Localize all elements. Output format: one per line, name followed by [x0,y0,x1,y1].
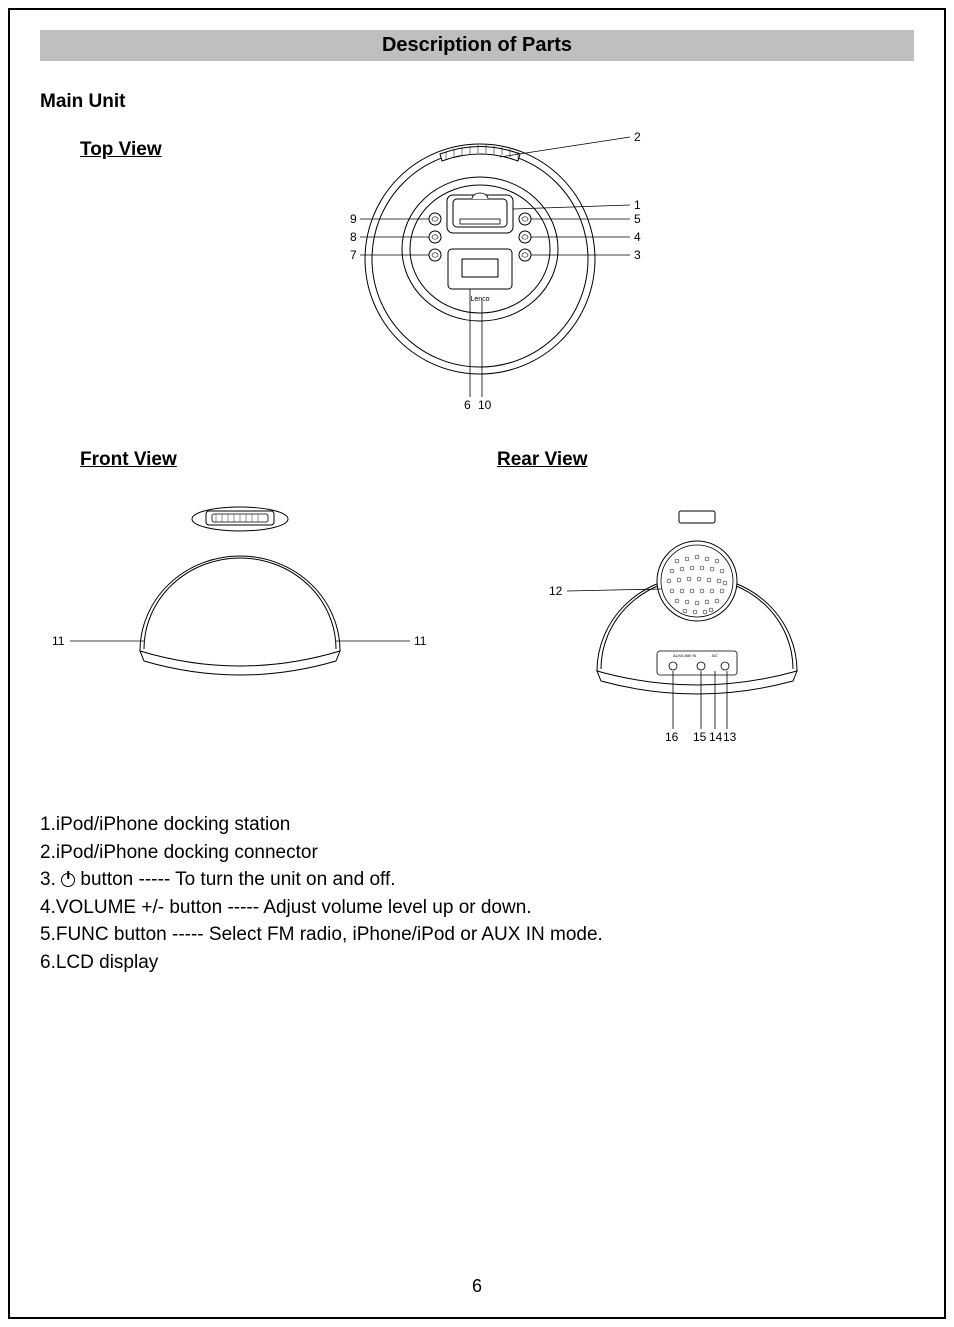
front-view-label: Front View [80,449,177,471]
callout-4: 4 [634,230,641,244]
rear-view-diagram: AUX/LINE IN DC 12 16 15 14 13 [477,471,897,771]
part-2: 2.iPod/iPhone docking connector [40,839,914,867]
callout-15: 15 [693,730,707,744]
callout-13: 13 [723,730,737,744]
callout-14: 14 [709,730,723,744]
callout-11-right: 11 [414,634,427,648]
callout-2: 2 [634,130,641,144]
part-4: 4.VOLUME +/- button ----- Adjust volume … [40,894,914,922]
top-view-diagram: Lenco 9 8 7 2 1 5 4 3 [300,119,914,419]
callout-8: 8 [350,230,357,244]
brand-text: Lenco [470,296,489,303]
callout-9: 9 [350,212,357,226]
top-view-label: Top View [80,139,162,161]
callout-5: 5 [634,212,641,226]
part-6: 6.LCD display [40,949,914,977]
main-unit-label: Main Unit [40,91,914,113]
rear-view-label: Rear View [497,449,587,471]
callout-11-left: 11 [52,634,65,648]
callout-1: 1 [634,198,641,212]
callout-10: 10 [478,398,492,412]
mid-row: Front View [40,449,914,771]
part-5: 5.FUNC button ----- Select FM radio, iPh… [40,921,914,949]
callout-16: 16 [665,730,679,744]
callout-6: 6 [464,398,471,412]
power-icon [61,873,75,887]
front-view-diagram: 11 11 [40,471,460,731]
part-1: 1.iPod/iPhone docking station [40,811,914,839]
aux-label: AUX/LINE IN [673,653,696,658]
top-row: Top View [40,119,914,419]
callout-7: 7 [350,248,357,262]
callout-3: 3 [634,248,641,262]
dc-label: DC [712,653,718,658]
parts-list: 1.iPod/iPhone docking station 2.iPod/iPh… [40,811,914,976]
page-number: 6 [10,1276,944,1297]
callout-12: 12 [549,584,563,598]
section-header: Description of Parts [40,30,914,61]
part-3: 3. button ----- To turn the unit on and … [40,866,914,894]
page-border: Description of Parts Main Unit Top View [8,8,946,1319]
